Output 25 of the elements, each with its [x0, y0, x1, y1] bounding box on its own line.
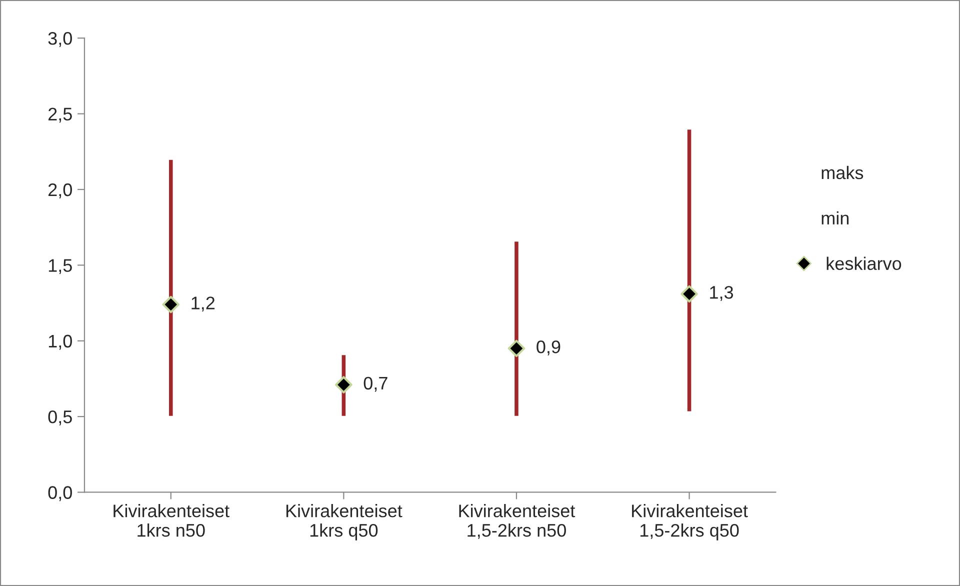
x-tick-label: Kivirakenteiset 1krs n50: [114, 504, 230, 537]
data-label: 1,3: [710, 286, 734, 301]
data-label: 1,2: [192, 296, 215, 312]
bar: [168, 158, 174, 418]
data-label: 0,9: [536, 340, 560, 356]
text: min: [822, 211, 849, 224]
y-tick-label: 2,5: [48, 108, 72, 123]
y-tick-label: 1,0: [48, 334, 72, 350]
bar: [513, 240, 520, 418]
y-tick-label: 0,5: [48, 410, 72, 426]
bar: [686, 128, 693, 413]
x-tick-label: Kivirakenteiset 1,5-2krs q50: [632, 504, 748, 540]
y-tick-label: 1,5: [48, 259, 72, 274]
y-tick-label: 2,0: [48, 183, 72, 198]
point: [508, 340, 526, 358]
y-tick-label: 3,0: [48, 32, 72, 47]
point: [335, 376, 352, 394]
point: [680, 285, 698, 303]
x-tick-label: Kivirakenteiset 1,5-2krs n50: [459, 504, 576, 539]
legend-label: keskiarvo: [826, 256, 902, 270]
y-tick-label: 0,0: [48, 486, 72, 502]
data-label: 0,7: [364, 376, 388, 392]
text: maks: [822, 166, 864, 180]
x-tick-label: Kivirakenteiset 1krs q50: [286, 504, 402, 540]
point: [162, 296, 180, 314]
